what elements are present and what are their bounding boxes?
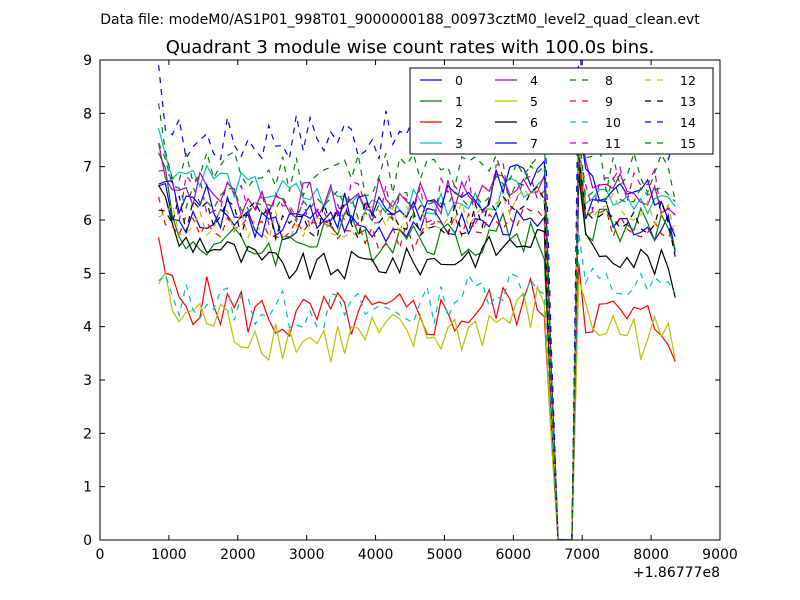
x-offset-label: +1.86777e8 [633, 565, 720, 581]
x-tick-label: 7000 [564, 547, 600, 563]
series-line-13 [158, 157, 676, 540]
legend-label-11: 11 [605, 136, 621, 151]
x-axis: 0 1000 2000 3000 4000 5000 6000 7000 8000 9000 [96, 60, 738, 563]
y-tick-label: 1 [83, 480, 92, 496]
legend-label-2: 2 [455, 115, 463, 130]
legend-label-12: 12 [680, 73, 696, 88]
x-tick-label: 0 [96, 547, 105, 563]
series-layer [158, 60, 676, 540]
legend-label-7: 7 [530, 136, 538, 151]
y-tick-label: 9 [83, 53, 92, 69]
x-tick-label: 5000 [427, 547, 463, 563]
series-line-11 [158, 150, 676, 540]
legend-label-15: 15 [680, 136, 696, 151]
y-tick-label: 7 [83, 160, 92, 176]
series-line-0 [158, 167, 676, 540]
legend-label-9: 9 [605, 94, 613, 109]
y-tick-label: 0 [83, 533, 92, 549]
x-tick-label: 3000 [289, 547, 325, 563]
legend-frame [409, 67, 714, 155]
chart-title: Quadrant 3 module wise count rates with … [166, 37, 655, 58]
x-tick-label: 1000 [151, 547, 187, 563]
y-tick-label: 8 [83, 106, 92, 122]
data-file-label: Data file: modeM0/AS1P01_998T01_90000001… [100, 12, 700, 28]
legend-label-3: 3 [455, 136, 463, 151]
legend-label-13: 13 [680, 94, 696, 109]
series-line-4 [158, 117, 676, 540]
series-line-8 [158, 103, 676, 540]
x-tick-label: 8000 [633, 547, 669, 563]
x-tick-label: 6000 [496, 547, 532, 563]
legend-label-14: 14 [680, 115, 696, 130]
series-line-7 [158, 122, 676, 540]
series-line-1 [158, 152, 676, 540]
x-tick-label: 2000 [220, 547, 256, 563]
y-tick-label: 3 [83, 373, 92, 389]
series-line-5 [158, 270, 676, 540]
legend-label-4: 4 [530, 73, 538, 88]
legend-label-8: 8 [605, 73, 613, 88]
x-tick-label: 4000 [358, 547, 394, 563]
legend-label-10: 10 [605, 115, 621, 130]
y-tick-label: 5 [83, 266, 92, 282]
series-line-6 [158, 175, 676, 540]
legend-label-1: 1 [455, 94, 463, 109]
x-tick-label: 9000 [702, 547, 738, 563]
y-tick-label: 6 [83, 213, 92, 229]
series-line-2 [158, 237, 676, 540]
legend-label-6: 6 [530, 115, 538, 130]
series-line-12 [158, 144, 676, 540]
legend-label-5: 5 [530, 94, 538, 109]
series-line-15 [158, 131, 676, 540]
y-tick-label: 4 [83, 320, 92, 336]
axes-frame [99, 59, 721, 541]
legend-label-0: 0 [455, 73, 463, 88]
y-tick-label: 2 [83, 426, 92, 442]
